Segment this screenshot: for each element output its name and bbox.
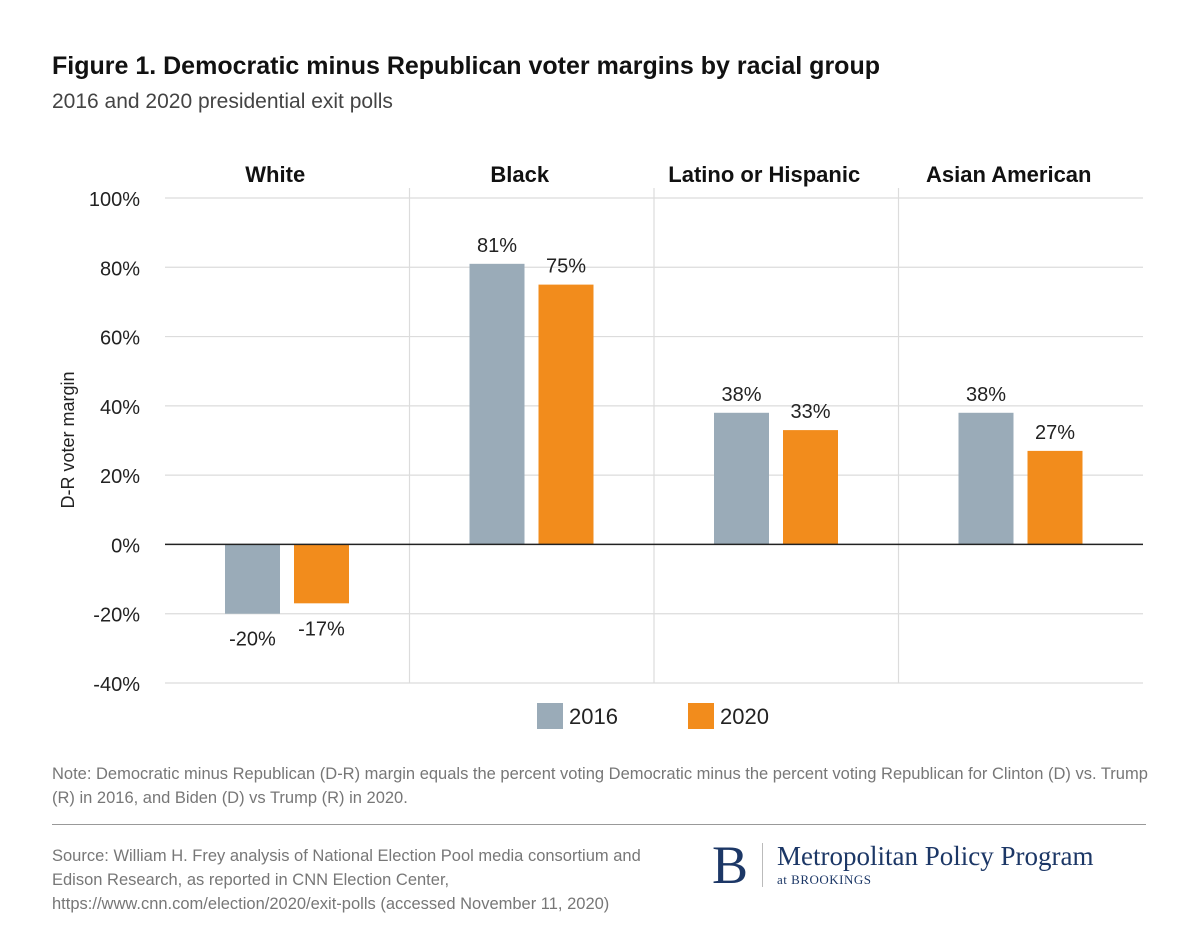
y-tick-label: 60% xyxy=(100,328,140,350)
bar-2016 xyxy=(225,544,280,614)
category-label: Black xyxy=(490,162,549,187)
bar-2020 xyxy=(783,430,838,545)
bar-2016 xyxy=(469,263,525,545)
y-tick-label: 0% xyxy=(111,535,140,557)
bar-2016 xyxy=(714,412,769,545)
bar-2020 xyxy=(1027,450,1083,545)
y-axis-label: D-R voter margin xyxy=(58,371,78,508)
category-label: White xyxy=(245,162,305,187)
y-tick-label: 100% xyxy=(89,189,140,211)
data-label: 27% xyxy=(1035,422,1075,444)
chart-source: Source: William H. Frey analysis of Nati… xyxy=(52,847,641,913)
category-label: Asian American xyxy=(926,162,1091,187)
data-label: 75% xyxy=(546,256,586,278)
bar-2020 xyxy=(538,284,594,545)
y-tick-label: 20% xyxy=(100,466,140,488)
chart-title: Figure 1. Democratic minus Republican vo… xyxy=(52,52,880,80)
legend-label: 2016 xyxy=(569,704,618,729)
legend-label: 2020 xyxy=(720,704,769,729)
category-label: Latino or Hispanic xyxy=(668,162,860,187)
logo-separator xyxy=(762,843,764,887)
brookings-logo: B Metropolitan Policy Program at BROOKIN… xyxy=(712,838,1094,892)
bar-chart: 100% 80% 60% 40% 20% 0% -20% -40% White -20% -17% B… xyxy=(58,162,1143,729)
data-label: -17% xyxy=(298,618,345,640)
data-label: 38% xyxy=(966,384,1006,406)
data-label: -20% xyxy=(229,629,276,651)
y-tick-label: 40% xyxy=(100,397,140,419)
divider xyxy=(52,824,1146,825)
legend-swatch-2020 xyxy=(688,703,714,729)
y-tick-label: -40% xyxy=(93,674,140,696)
bar-2016 xyxy=(958,412,1014,545)
y-tick-label: 80% xyxy=(100,258,140,280)
chart-note: Note: Democratic minus Republican (D-R) … xyxy=(52,765,1148,807)
logo-sub: at BROOKINGS xyxy=(777,872,872,887)
logo-letter: B xyxy=(712,835,749,895)
bar-2020 xyxy=(294,544,349,604)
chart-subtitle: 2016 and 2020 presidential exit polls xyxy=(52,90,393,113)
legend-swatch-2016 xyxy=(537,703,563,729)
y-tick-label: -20% xyxy=(93,605,140,627)
data-label: 81% xyxy=(477,235,517,257)
data-label: 33% xyxy=(790,401,830,423)
logo-name: Metropolitan Policy Program xyxy=(777,841,1094,871)
data-label: 38% xyxy=(721,384,761,406)
